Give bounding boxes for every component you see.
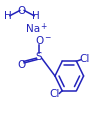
Text: H: H [4, 11, 12, 21]
Text: +: + [40, 22, 46, 31]
Text: O: O [18, 6, 26, 16]
Text: O: O [35, 36, 43, 46]
Text: Cl: Cl [80, 54, 90, 64]
Text: −: − [44, 34, 50, 42]
Text: H: H [32, 11, 40, 21]
Text: Cl: Cl [49, 89, 60, 99]
Text: S: S [36, 52, 42, 62]
Text: O: O [18, 61, 26, 70]
Text: Na: Na [26, 24, 40, 34]
